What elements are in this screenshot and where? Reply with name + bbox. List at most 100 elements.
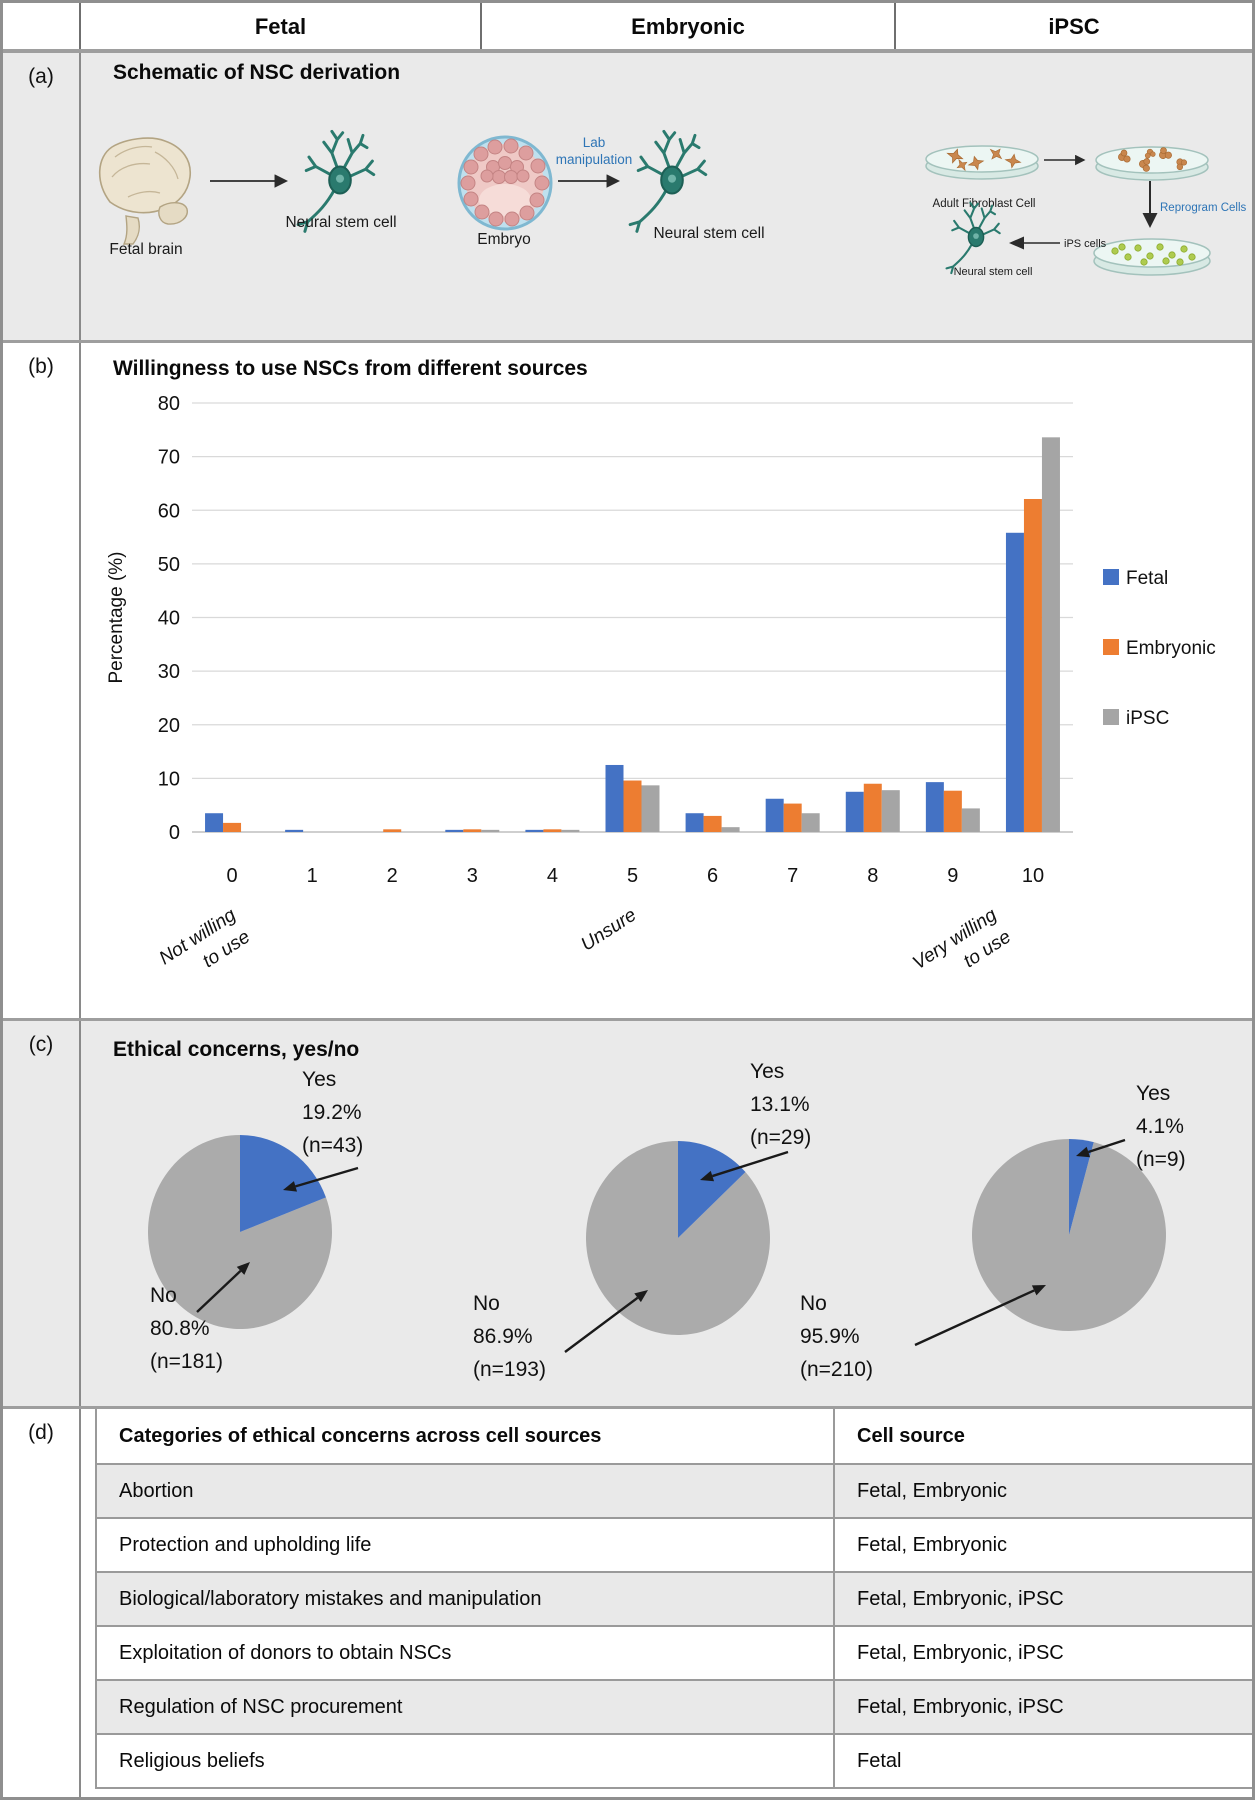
panel-c-label: (c) [3,1021,81,1406]
pie-slice-no [147,1135,332,1329]
bar-fetal-1 [285,829,304,832]
y-axis-tick-30: 30 [158,661,180,683]
table-cell-sources: Fetal, Embryonic, iPSC [833,1627,1252,1679]
bar-ipsc-7 [801,813,820,832]
pie-arrow-yes [1076,1138,1126,1158]
y-axis-title: Percentage (%) [106,551,127,683]
pie-slice-yes [240,1135,326,1232]
pie-arrow-no [914,1285,1046,1347]
table-header-cell-source: Cell source [833,1409,1252,1463]
panel-a: (a) [3,53,1252,340]
bar-ipsc-6 [721,827,740,832]
bar-embryonic-9 [943,790,962,832]
pie-label-no: No 95.9% (n=210) [800,1292,873,1381]
table-cell-category: Protection and upholding life [119,1533,372,1556]
panel-b-content: Willingness to use NSCs from different s… [81,343,1252,1018]
table-row: Protection and upholding life Fetal, Embr… [97,1519,1252,1573]
panel-c-content: Ethical concerns, yes/no Yes 19.2% (n=43) N… [81,1021,1252,1406]
table-cell-category: Regulation of NSC procurement [119,1695,403,1718]
bar-embryonic-4 [543,829,562,832]
pie-label-yes: Yes 4.1% (n=9) [1136,1082,1186,1171]
table-cell-category: Abortion [119,1479,194,1502]
column-header-embryonic: Embryonic [482,3,896,49]
bar-ipsc-8 [881,790,900,832]
y-axis-tick-50: 50 [158,554,180,576]
x-axis-tick-3: 3 [467,865,478,887]
fetal-brain-illustration [98,137,191,245]
y-axis-tick-40: 40 [158,608,180,630]
pie-label-yes: Yes 19.2% (n=43) [302,1068,363,1157]
x-axis-annotation: Unsure [577,905,640,956]
column-header-fetal: Fetal [81,3,482,49]
ips-cells-label: iPS cells [1064,238,1107,250]
fibroblast-dish-label: Adult Fibroblast Cell [933,198,1036,210]
column-header-ipsc: iPSC [1048,14,1100,39]
table-cell-category: Biological/laboratory mistakes and manip… [119,1587,542,1610]
pie-ipsc: Yes 4.1% (n=9) No 95.9% (n=210) [800,1082,1186,1381]
legend-swatch-ipsc [1103,709,1119,725]
pie-arrow-no [564,1290,648,1353]
pie-embryonic: Yes 13.1% (n=29) No 86.9% (n=193) [473,1060,811,1381]
table-row: Biological/laboratory mistakes and manip… [97,1573,1252,1627]
bar-fetal-3 [445,829,464,832]
legend-label-ipsc: iPSC [1126,708,1169,729]
bar-fetal-5 [605,764,624,832]
legend-swatch-fetal [1103,569,1119,585]
x-axis-tick-0: 0 [226,865,237,887]
x-axis-tick-5: 5 [627,865,638,887]
pie-arrow-no [196,1262,250,1313]
panel-d: (d) Categories of ethical concerns acros… [3,1406,1252,1797]
ipsc-nsc-label: Neural stem cell [954,266,1033,278]
bar-embryonic-6 [703,815,722,832]
lab-manipulation-label-line1: Lab [583,135,606,150]
column-header-row: Fetal Embryonic iPSC [3,3,1252,53]
table-row: Exploitation of donors to obtain NSCs Fet… [97,1627,1252,1681]
ips-left-arrow [1009,236,1060,250]
pie-arrow-yes [283,1166,359,1192]
pie-slice-yes [678,1141,746,1238]
x-axis-tick-7: 7 [787,865,798,887]
lab-manipulation-label-line2: manipulation [556,152,633,167]
pie-fetal: Yes 19.2% (n=43) No 80.8% (n=181) [147,1068,363,1373]
pie-section-title: Ethical concerns, yes/no [113,1038,359,1061]
legend-label-fetal: Fetal [1126,568,1168,589]
bar-embryonic-3 [463,829,482,832]
embryo-illustration [457,135,553,231]
table-row: Regulation of NSC procurement Fetal, Embr… [97,1681,1252,1735]
reprogram-down-arrow [1142,181,1158,228]
legend-item-ipsc: iPSC [1103,708,1169,729]
pie-label-no: No 80.8% (n=181) [150,1284,223,1373]
bar-embryonic-5 [623,780,642,832]
y-axis-tick-80: 80 [158,393,180,415]
pie-arrow-yes [700,1150,789,1182]
table-header-categories: Categories of ethical concerns across ce… [119,1424,602,1447]
bar-fetal-10 [1005,532,1024,832]
fetal-brain-label: Fetal brain [109,241,182,258]
legend-swatch-embryonic [1103,639,1119,655]
panel-a-title: Schematic of NSC derivation [113,61,400,84]
panel-c: (c) Ethical concerns, yes/no Yes 19.2% (n=… [3,1018,1252,1406]
y-axis-tick-20: 20 [158,715,180,737]
bar-chart-title: Willingness to use NSCs from different s… [113,357,588,380]
x-axis-tick-8: 8 [867,865,878,887]
panel-d-label: (d) [3,1409,81,1797]
willingness-bar-chart: Willingness to use NSCs from different s… [106,357,1216,974]
y-axis-tick-0: 0 [169,822,180,844]
nsc-derivation-schematic: Schematic of NSC derivation Fetal brain [98,61,1247,278]
bar-fetal-0 [205,813,224,832]
embryo-label: Embryo [477,231,530,248]
svg-text:Unsure: Unsure [577,905,640,956]
bar-fetal-4 [525,829,544,832]
bar-ipsc-9 [961,808,980,832]
table-row: Abortion Fetal, Embryonic [97,1465,1252,1519]
ips-dish-icon [1093,238,1211,276]
reprogram-dish-icon [1095,145,1209,181]
header-corner-cell [3,3,81,49]
legend-label-embryonic: Embryonic [1126,638,1216,659]
bar-ipsc-3 [481,829,500,832]
x-axis-tick-4: 4 [547,865,558,887]
bar-fetal-9 [925,782,944,832]
